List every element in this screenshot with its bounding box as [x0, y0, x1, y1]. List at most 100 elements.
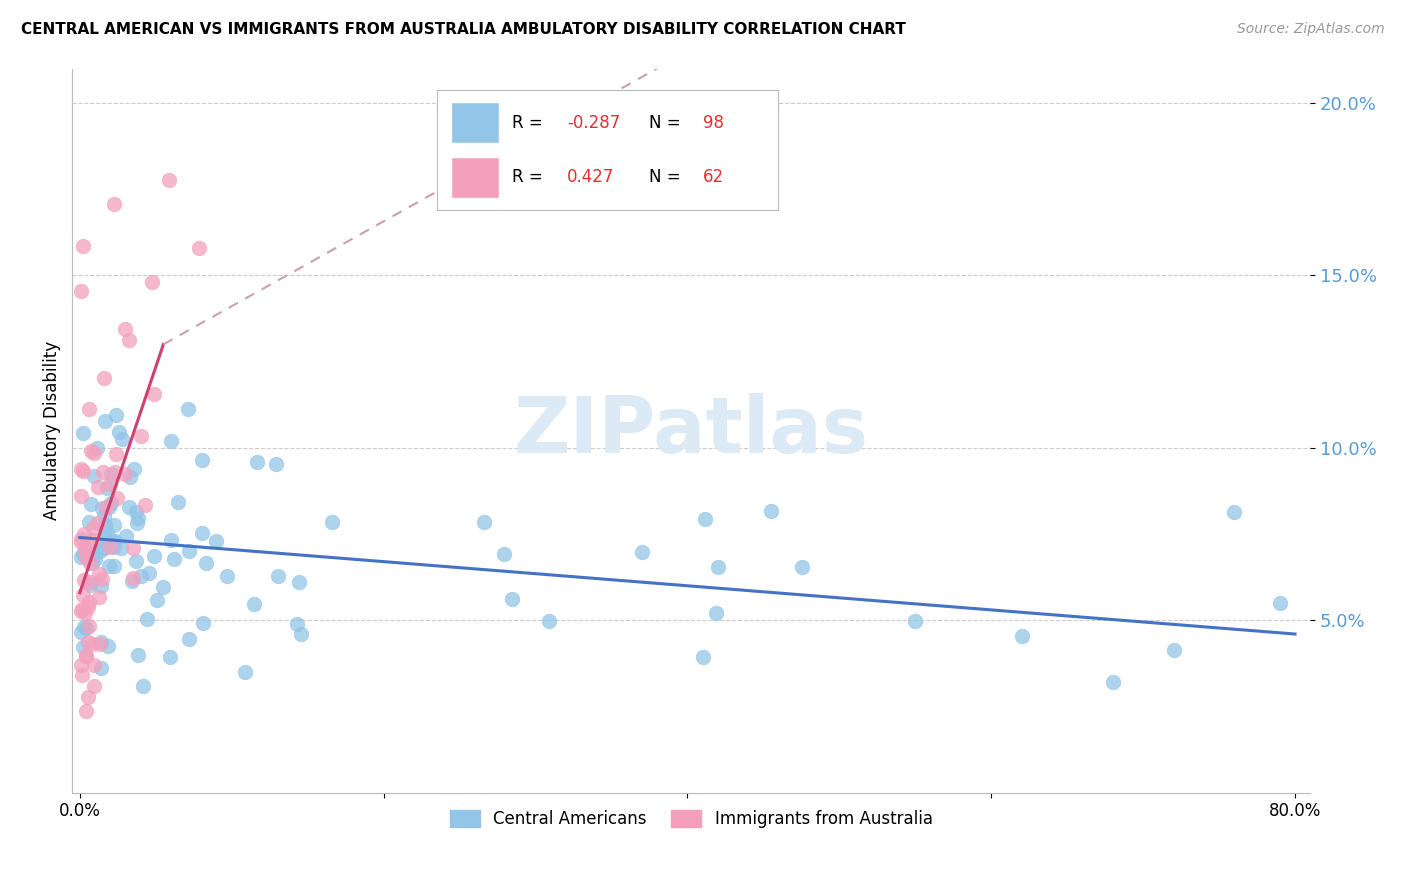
- Text: ZIPatlas: ZIPatlas: [513, 392, 869, 468]
- Point: [266, 457, 288, 471]
- Point: [1011, 629, 1033, 643]
- Point: [70, 625, 93, 640]
- Point: [190, 453, 212, 467]
- Point: [103, 518, 125, 533]
- Point: [1163, 642, 1185, 657]
- Point: [129, 429, 152, 443]
- Text: CENTRAL AMERICAN VS IMMIGRANTS FROM AUSTRALIA AMBULATORY DISABILITY CORRELATION : CENTRAL AMERICAN VS IMMIGRANTS FROM AUST…: [21, 22, 905, 37]
- Point: [94, 531, 117, 545]
- Point: [111, 432, 134, 446]
- Point: [93, 541, 115, 555]
- Point: [93, 509, 115, 524]
- Point: [93, 371, 115, 385]
- Point: [1223, 505, 1246, 519]
- Point: [114, 467, 136, 481]
- Point: [105, 491, 128, 506]
- Point: [114, 322, 136, 336]
- Point: [179, 632, 201, 646]
- Point: [1101, 674, 1123, 689]
- Point: [195, 556, 218, 570]
- Point: [80, 637, 103, 651]
- Point: [87, 567, 110, 582]
- Point: [233, 665, 256, 680]
- Point: [100, 533, 122, 548]
- Legend: Central Americans, Immigrants from Australia: Central Americans, Immigrants from Austr…: [443, 804, 939, 835]
- Point: [94, 414, 117, 428]
- Point: [75, 542, 97, 557]
- Point: [704, 606, 727, 620]
- Point: [73, 573, 96, 587]
- Point: [75, 704, 97, 718]
- Point: [118, 333, 141, 347]
- Point: [83, 679, 105, 693]
- Point: [69, 532, 91, 546]
- Point: [70, 535, 93, 549]
- Point: [79, 574, 101, 589]
- Point: [191, 525, 214, 540]
- Point: [87, 480, 110, 494]
- Point: [69, 604, 91, 618]
- Point: [159, 649, 181, 664]
- Point: [127, 648, 149, 662]
- Point: [96, 481, 118, 495]
- Point: [70, 284, 93, 298]
- Point: [75, 550, 97, 565]
- Point: [105, 408, 128, 422]
- Point: [91, 465, 114, 479]
- Point: [105, 446, 128, 460]
- Point: [70, 549, 93, 564]
- Text: Source: ZipAtlas.com: Source: ZipAtlas.com: [1237, 22, 1385, 37]
- Point: [80, 497, 103, 511]
- Point: [107, 425, 129, 439]
- Point: [75, 606, 97, 620]
- Point: [94, 518, 117, 533]
- Point: [90, 579, 112, 593]
- Point: [97, 640, 120, 654]
- Point: [72, 588, 94, 602]
- Point: [73, 527, 96, 541]
- Point: [83, 468, 105, 483]
- Point: [69, 461, 91, 475]
- Point: [77, 619, 100, 633]
- Point: [103, 559, 125, 574]
- Point: [707, 559, 730, 574]
- Point: [114, 529, 136, 543]
- Point: [76, 537, 98, 551]
- Point: [86, 442, 108, 456]
- Point: [84, 547, 107, 561]
- Point: [121, 571, 143, 585]
- Point: [83, 657, 105, 672]
- Point: [80, 556, 103, 570]
- Point: [759, 504, 782, 518]
- Point: [79, 557, 101, 571]
- Point: [193, 615, 215, 630]
- Point: [103, 540, 125, 554]
- Point: [285, 617, 308, 632]
- Point: [138, 566, 160, 581]
- Point: [79, 402, 101, 417]
- Point: [501, 591, 523, 606]
- Point: [145, 593, 167, 607]
- Point: [90, 501, 112, 516]
- Point: [100, 467, 122, 481]
- Point: [127, 511, 149, 525]
- Point: [70, 489, 93, 503]
- Point: [72, 425, 94, 440]
- Point: [121, 574, 143, 589]
- Point: [72, 464, 94, 478]
- Point: [321, 515, 343, 529]
- Point: [83, 552, 105, 566]
- Point: [89, 543, 111, 558]
- Point: [157, 173, 180, 187]
- Point: [205, 534, 228, 549]
- Point: [104, 465, 127, 479]
- Point: [98, 500, 121, 515]
- Point: [538, 614, 561, 628]
- Point: [117, 500, 139, 514]
- Point: [75, 648, 97, 663]
- Point: [630, 545, 652, 559]
- Point: [87, 590, 110, 604]
- Point: [90, 572, 112, 586]
- Point: [792, 560, 814, 574]
- Point: [152, 580, 174, 594]
